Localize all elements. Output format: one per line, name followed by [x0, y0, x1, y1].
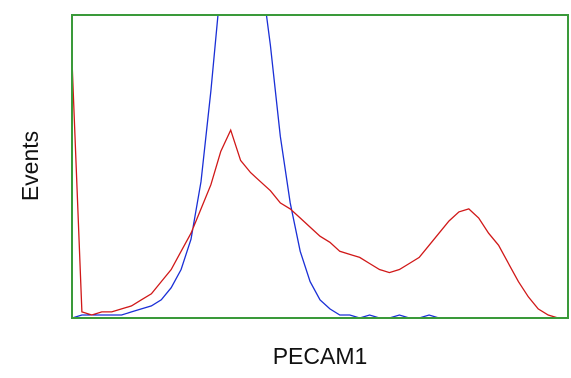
plot-frame	[71, 14, 569, 319]
series-line	[72, 15, 568, 318]
plot-area	[72, 15, 568, 318]
series-line	[72, 60, 568, 318]
y-axis-title: Events	[17, 131, 43, 201]
x-axis-title: PECAM1	[273, 343, 368, 369]
